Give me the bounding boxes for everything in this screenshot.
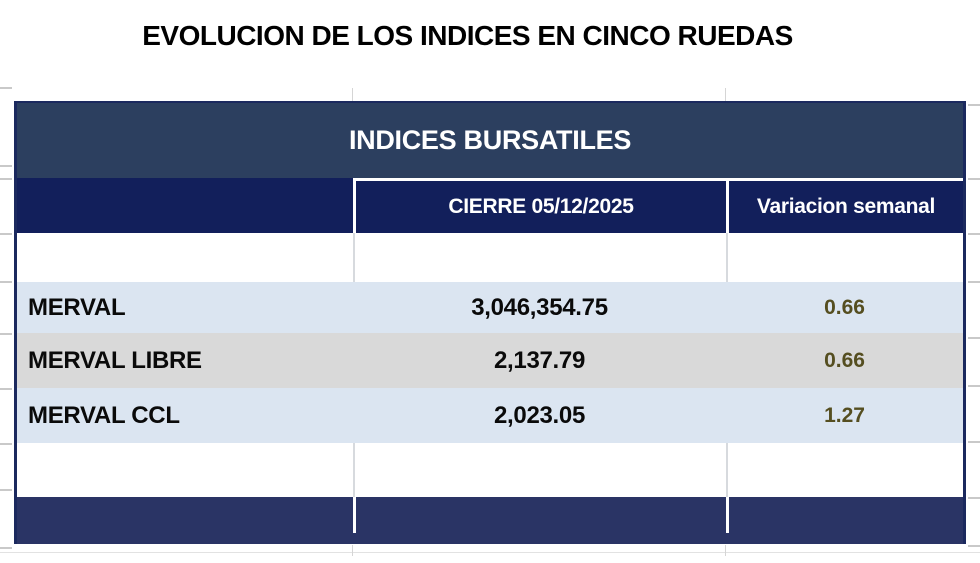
gridline-stub: [725, 545, 726, 556]
row-close-value: 3,046,354.75: [471, 293, 608, 321]
gridline-stub: [352, 88, 353, 101]
gridline-tick: [0, 87, 12, 89]
table-row-merval-ccl: MERVAL CCL 2,023.05 1.27: [17, 388, 963, 443]
row-variation-value: 0.66: [824, 295, 865, 319]
row-close-value: 2,137.79: [493, 346, 586, 374]
page-title: EVOLUCION DE LOS INDICES EN CINCO RUEDAS: [142, 20, 793, 51]
empty-cell: [353, 443, 726, 497]
gridline-tick: [0, 547, 12, 549]
column-header-variation: Variacion semanal: [726, 178, 963, 233]
empty-cell: [17, 233, 353, 282]
row-label: MERVAL CCL: [28, 401, 180, 429]
table-title: INDICES BURSATILES: [348, 125, 632, 155]
gridline-tick: [0, 165, 12, 167]
gridline-tick: [968, 178, 980, 180]
row-variation-value: 0.66: [824, 348, 865, 372]
gridline-tick: [0, 178, 12, 180]
table-row-merval: MERVAL 3,046,354.75 0.66: [17, 282, 963, 333]
gridline-tick: [968, 497, 980, 499]
footer-column-separator: [353, 497, 356, 533]
gridline-stub: [725, 88, 726, 101]
table-title-band: INDICES BURSATILES: [17, 103, 963, 178]
gridline-tick: [968, 104, 980, 106]
column-header-blank: [17, 178, 353, 233]
gridline-stub: [352, 545, 353, 556]
empty-cell: [726, 443, 963, 497]
gridline-tick: [0, 333, 12, 335]
gridline-tick: [968, 385, 980, 387]
empty-row: [17, 233, 963, 282]
gridline-tick: [0, 388, 12, 390]
footer-column-separator: [726, 497, 729, 533]
table-footer-band: [17, 497, 963, 544]
gridline-tick: [968, 337, 980, 339]
gridline-tick: [968, 233, 980, 235]
gridline-tick: [968, 441, 980, 443]
column-header-close: CIERRE 05/12/2025: [353, 178, 726, 233]
empty-cell: [353, 233, 726, 282]
gridline-tick: [0, 281, 12, 283]
gridline-tick: [968, 281, 980, 283]
gridline-tick: [968, 545, 980, 547]
empty-row: [17, 443, 963, 497]
gridline-tick: [0, 443, 12, 445]
table-row-merval-libre: MERVAL LIBRE 2,137.79 0.66: [17, 333, 963, 388]
empty-cell: [17, 443, 353, 497]
gridline-tick: [0, 489, 12, 491]
gridline-tick: [0, 233, 12, 235]
empty-cell: [726, 233, 963, 282]
indices-table: INDICES BURSATILES CIERRE 05/12/2025 Var…: [14, 101, 966, 544]
row-close-value: 2,023.05: [493, 401, 586, 429]
gridline: [0, 552, 980, 553]
row-variation-value: 1.27: [824, 403, 865, 427]
row-label: MERVAL LIBRE: [28, 346, 202, 374]
row-label: MERVAL: [28, 293, 126, 321]
column-header-row: CIERRE 05/12/2025 Variacion semanal: [17, 178, 963, 233]
